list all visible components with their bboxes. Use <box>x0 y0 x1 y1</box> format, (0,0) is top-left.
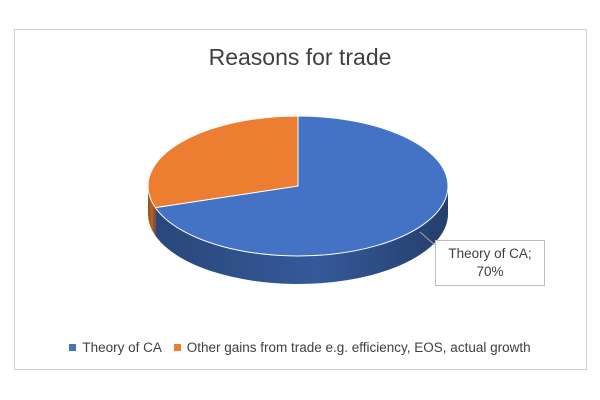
chart-title: Reasons for trade <box>208 44 392 70</box>
legend-swatch-other-gains <box>173 344 181 351</box>
legend-label-other-gains: Other gains from trade e.g. efficiency, … <box>186 340 531 355</box>
legend-item-theory-of-ca: Theory of CA <box>69 340 162 355</box>
data-label-line-2: 70% <box>476 264 504 279</box>
pie-slice-other-gains <box>147 115 299 209</box>
legend-swatch-theory-of-ca <box>69 344 77 351</box>
data-label-leader-line <box>419 231 437 247</box>
legend-item-other-gains: Other gains from trade e.g. efficiency, … <box>173 340 531 355</box>
pie-side-theory-of-ca <box>155 186 448 284</box>
data-label-line-1: Theory of CA; <box>448 246 532 261</box>
legend: Theory of CA Other gains from trade e.g.… <box>0 339 600 355</box>
data-label-callout: Theory of CA; 70% <box>435 240 545 286</box>
pie-slice-theory-of-ca <box>154 115 449 257</box>
legend-label-theory-of-ca: Theory of CA <box>82 340 162 355</box>
